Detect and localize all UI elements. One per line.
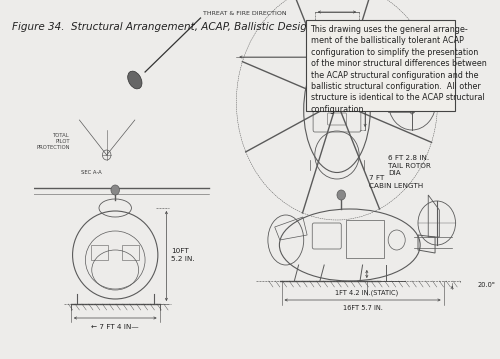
Text: 7 FT
CABIN
WIDTH: 7 FT CABIN WIDTH — [358, 22, 383, 43]
Circle shape — [332, 96, 342, 108]
Bar — [346, 220, 384, 258]
Ellipse shape — [128, 71, 142, 89]
Text: 20.0": 20.0" — [478, 282, 495, 288]
Text: 7 FT
CABIN LENGTH: 7 FT CABIN LENGTH — [370, 175, 424, 188]
Text: 32 FT 3.4 IN.
MAIN ROTOR
DIA: 32 FT 3.4 IN. MAIN ROTOR DIA — [388, 78, 435, 99]
Text: SEC A-A: SEC A-A — [81, 170, 102, 175]
Text: 10FT
5.2 IN.: 10FT 5.2 IN. — [170, 248, 194, 262]
Circle shape — [111, 185, 120, 195]
Text: Figure 34.  Structural Arrangement, ACAP, Ballistic Design.: Figure 34. Structural Arrangement, ACAP,… — [12, 22, 316, 32]
Circle shape — [337, 190, 345, 200]
Bar — [306, 20, 454, 111]
Text: THREAT & FIRE DIRECTION: THREAT & FIRE DIRECTION — [203, 11, 286, 16]
Bar — [122, 245, 139, 260]
Text: 1FT 4.2 IN.(STATIC): 1FT 4.2 IN.(STATIC) — [335, 289, 398, 295]
Circle shape — [334, 99, 340, 105]
Text: 16FT 5.7 IN.: 16FT 5.7 IN. — [342, 305, 382, 311]
Text: This drawing uses the general arrange-
ment of the ballistically tolerant ACAP
c: This drawing uses the general arrange- m… — [310, 25, 486, 114]
Bar — [92, 245, 108, 260]
Text: TOTAL
PILOT
PROTECTION: TOTAL PILOT PROTECTION — [36, 133, 70, 150]
Text: ← 7 FT 4 IN—: ← 7 FT 4 IN— — [92, 324, 139, 330]
Text: 6 FT 2.8 IN.
TAIL ROTOR
DIA: 6 FT 2.8 IN. TAIL ROTOR DIA — [388, 155, 431, 176]
